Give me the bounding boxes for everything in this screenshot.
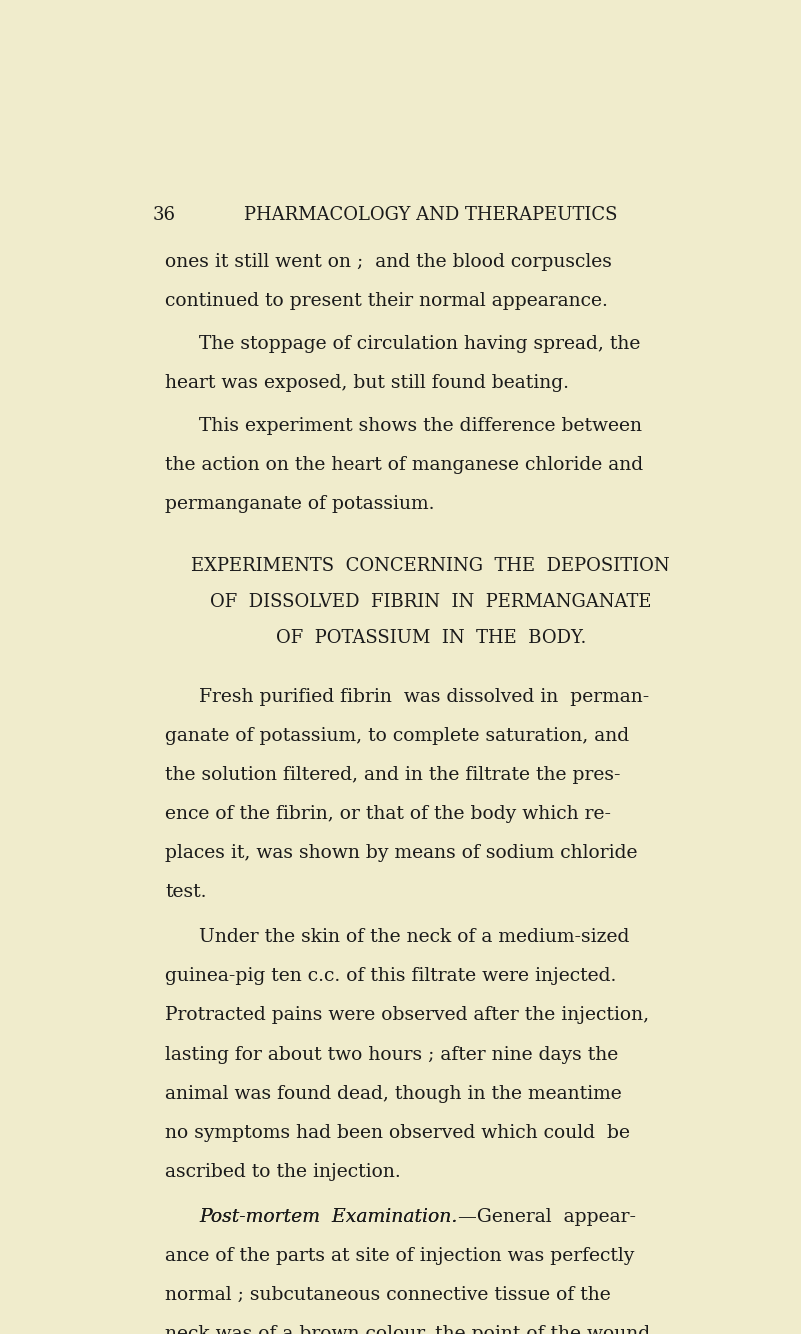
Text: continued to present their normal appearance.: continued to present their normal appear… [165, 292, 608, 309]
Text: —General  appear-: —General appear- [458, 1207, 636, 1226]
Text: This experiment shows the difference between: This experiment shows the difference bet… [199, 418, 642, 435]
Text: ganate of potassium, to complete saturation, and: ganate of potassium, to complete saturat… [165, 727, 630, 746]
Text: Under the skin of the neck of a medium-sized: Under the skin of the neck of a medium-s… [199, 928, 630, 946]
Text: lasting for about two hours ; after nine days the: lasting for about two hours ; after nine… [165, 1046, 618, 1063]
Text: OF  POTASSIUM  IN  THE  BODY.: OF POTASSIUM IN THE BODY. [276, 630, 586, 647]
Text: normal ; subcutaneous connective tissue of the: normal ; subcutaneous connective tissue … [165, 1286, 611, 1303]
Text: ascribed to the injection.: ascribed to the injection. [165, 1163, 401, 1181]
Text: ence of the fibrin, or that of the body which re-: ence of the fibrin, or that of the body … [165, 806, 611, 823]
Text: ones it still went on ;  and the blood corpuscles: ones it still went on ; and the blood co… [165, 252, 612, 271]
Text: places it, was shown by means of sodium chloride: places it, was shown by means of sodium … [165, 844, 638, 862]
Text: Protracted pains were observed after the injection,: Protracted pains were observed after the… [165, 1006, 650, 1025]
Text: ance of the parts at site of injection was perfectly: ance of the parts at site of injection w… [165, 1247, 634, 1265]
Text: PHARMACOLOGY AND THERAPEUTICS: PHARMACOLOGY AND THERAPEUTICS [244, 207, 618, 224]
Text: Post-mortem  Examination.: Post-mortem Examination. [199, 1207, 458, 1226]
Text: Post-mortem  Examination.: Post-mortem Examination. [199, 1207, 458, 1226]
Text: no symptoms had been observed which could  be: no symptoms had been observed which coul… [165, 1123, 630, 1142]
Text: heart was exposed, but still found beating.: heart was exposed, but still found beati… [165, 374, 570, 392]
Text: 36: 36 [153, 207, 176, 224]
Text: neck was of a brown colour, the point of the wound: neck was of a brown colour, the point of… [165, 1325, 650, 1334]
Text: the solution filtered, and in the filtrate the pres-: the solution filtered, and in the filtra… [165, 766, 621, 784]
Text: Fresh purified fibrin  was dissolved in  perman-: Fresh purified fibrin was dissolved in p… [199, 688, 650, 706]
Text: the action on the heart of manganese chloride and: the action on the heart of manganese chl… [165, 456, 643, 474]
Text: EXPERIMENTS  CONCERNING  THE  DEPOSITION: EXPERIMENTS CONCERNING THE DEPOSITION [191, 556, 670, 575]
Text: OF  DISSOLVED  FIBRIN  IN  PERMANGANATE: OF DISSOLVED FIBRIN IN PERMANGANATE [210, 592, 651, 611]
Text: animal was found dead, though in the meantime: animal was found dead, though in the mea… [165, 1085, 622, 1103]
Text: permanganate of potassium.: permanganate of potassium. [165, 495, 435, 514]
Text: The stoppage of circulation having spread, the: The stoppage of circulation having sprea… [199, 335, 641, 352]
Text: guinea-pig ten c.c. of this filtrate were injected.: guinea-pig ten c.c. of this filtrate wer… [165, 967, 617, 986]
Text: test.: test. [165, 883, 207, 902]
